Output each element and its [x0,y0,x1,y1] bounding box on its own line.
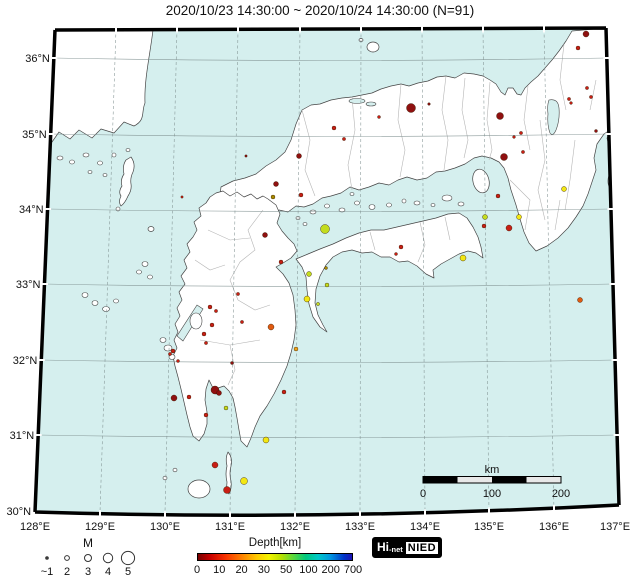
shikoku-coastline [295,212,484,333]
svg-text:5: 5 [125,566,131,578]
prefecture-borders [194,43,597,386]
scalebar-unit-label: km [485,464,500,476]
earthquake-markers [168,30,598,494]
honshu-coastline [219,28,614,252]
svg-text:0: 0 [420,488,426,500]
korea-coastline [35,29,154,151]
svg-text:135°E: 135°E [474,521,504,533]
lake-biwa [547,99,560,135]
svg-text:3: 3 [85,566,91,578]
depth-legend-title: Depth[km] [248,537,302,549]
svg-text:35°N: 35°N [22,129,47,141]
svg-text:~1: ~1 [41,566,54,578]
logo-nied: NIED [404,540,440,555]
land-layer [35,28,619,499]
logo-hi: Hi [377,540,389,554]
svg-text:36°N: 36°N [25,53,50,65]
svg-text:137°E: 137°E [600,521,630,533]
depth-tick-label: 30 [257,564,270,576]
yakushima-island [187,479,211,499]
svg-text:136°E: 136°E [539,521,569,533]
depth-tick-label: 20 [235,564,248,576]
svg-text:30°N: 30°N [6,506,31,518]
hinet-nied-logo: Hi -net NIED [372,537,443,558]
map-title: 2020/10/23 14:30:00 ~ 2020/10/24 14:30:0… [165,3,475,18]
svg-text:2: 2 [64,566,70,578]
svg-text:130°E: 130°E [150,521,180,533]
svg-text:34°N: 34°N [19,204,44,216]
iki-island [147,226,155,232]
depth-tick-label: 100 [299,564,318,576]
grid-lines [38,28,618,513]
depth-tick-label: 200 [321,564,340,576]
oki-island [366,41,380,53]
tsushima-island [119,156,135,207]
svg-text:31°N: 31°N [10,430,35,442]
logo-net: -net [389,544,403,554]
scalebar: km 0 100 200 [420,464,570,500]
svg-text:133°E: 133°E [345,521,375,533]
magnitude-legend: M ~1 2 3 4 5 [41,536,136,578]
svg-text:32°N: 32°N [13,355,38,367]
depth-tick-label: 0 [193,564,201,576]
depth-colorbar-ticks: 0 10 20 30 50 100 200 700 [0,564,640,578]
map-frame [33,25,621,519]
svg-text:100: 100 [483,488,501,500]
small-islands [44,148,465,481]
lake-nakaumi [365,101,377,107]
svg-text:4: 4 [105,566,111,578]
depth-tick-label: 50 [280,564,293,576]
svg-text:128°E: 128°E [20,521,50,533]
svg-text:134°E: 134°E [410,521,440,533]
lake-shinji [348,98,366,104]
svg-text:132°E: 132°E [280,521,310,533]
depth-tick-label: 700 [343,564,363,576]
depth-tick-label: 10 [213,564,226,576]
magnitude-legend-title: M [83,536,93,550]
awaji-island [472,168,490,194]
axis-labels: 36°N 35°N 34°N 33°N 32°N 31°N 30°N 128°E 129°E 13… [6,53,630,533]
svg-text:129°E: 129°E [85,521,115,533]
svg-text:33°N: 33°N [16,279,41,291]
kyushu-coastline [172,190,298,448]
svg-text:200: 200 [552,488,570,500]
depth-colorbar [197,553,353,561]
svg-text:131°E: 131°E [215,521,245,533]
